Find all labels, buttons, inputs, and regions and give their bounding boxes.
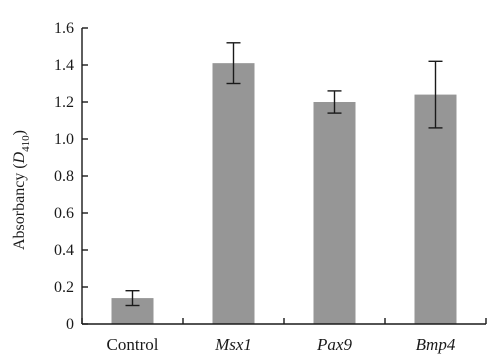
y-axis-title-variable: D — [11, 151, 28, 164]
y-tick-label-1: 0.2 — [54, 279, 74, 296]
bar-pax9 — [313, 102, 356, 324]
x-tick-label-bmp4: Bmp4 — [416, 335, 456, 354]
chart-axes: Control Msx1 Pax9 Bmp4 0 0.2 0.4 0.6 0.8 1.0 1.2 1.… — [54, 20, 487, 354]
y-tick-label-7: 1.4 — [54, 57, 74, 74]
y-axis-title-close: ) — [11, 130, 28, 135]
chart-marks — [111, 42, 457, 325]
y-tick-label-8: 1.6 — [54, 20, 74, 37]
y-tick-label-3: 0.6 — [54, 205, 74, 222]
y-tick-label-0: 0 — [66, 316, 74, 333]
svg-text:Absorbancy (D410): Absorbancy (D410) — [11, 130, 32, 250]
x-tick-label-pax9: Pax9 — [316, 335, 352, 354]
y-tick-label-4: 0.8 — [54, 168, 74, 185]
x-tick-label-control: Control — [107, 335, 159, 354]
y-tick-label-5: 1.0 — [54, 131, 74, 148]
y-axis-title-text: Absorbancy ( — [11, 163, 28, 250]
bar-msx1 — [212, 63, 255, 325]
y-axis-title: Absorbancy (D410) — [11, 130, 32, 250]
y-tick-label-6: 1.2 — [54, 94, 74, 111]
y-axis-title-subscript: 410 — [20, 135, 32, 152]
y-tick-label-2: 0.4 — [54, 242, 74, 259]
bar-bmp4 — [414, 94, 457, 324]
x-tick-label-msx1: Msx1 — [214, 335, 252, 354]
